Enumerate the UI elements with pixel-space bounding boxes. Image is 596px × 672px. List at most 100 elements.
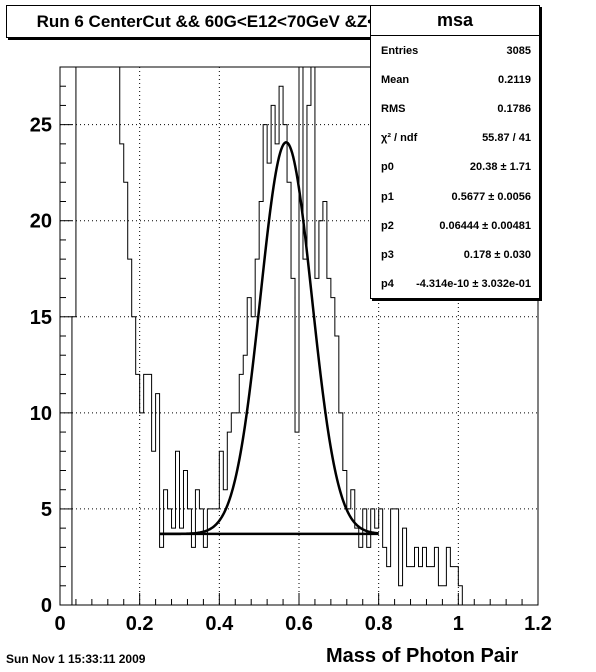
histogram-bars <box>71 66 463 606</box>
y-tick-label: 15 <box>30 307 52 329</box>
stats-row: RMS 0.1786 <box>371 94 539 123</box>
x-tick-label: 0.8 <box>365 613 393 635</box>
stats-row: p3 0.178 ± 0.030 <box>371 240 539 269</box>
histogram-bin <box>438 586 442 605</box>
histogram-bin <box>72 317 76 605</box>
histogram-bin <box>399 586 403 605</box>
stats-label: Entries <box>381 44 419 57</box>
stats-rows: Entries 3085 Mean 0.2119 RMS 0.1786 χ² / ndf 55… <box>371 36 539 299</box>
histogram-bin <box>299 67 303 605</box>
x-tick-label: 1 <box>453 613 464 635</box>
histogram-bin <box>100 67 104 605</box>
histogram-bin <box>359 547 363 605</box>
histogram-bin <box>430 567 434 605</box>
histogram-bin <box>279 86 283 605</box>
stats-box: msa Entries 3085 Mean 0.2119 RMS 0.1786 χ² / n… <box>370 5 540 299</box>
histogram-bin <box>307 105 311 605</box>
histogram-bin <box>160 547 164 605</box>
stats-value: 0.2119 <box>497 73 531 86</box>
y-tick-label: 0 <box>41 595 52 617</box>
histogram-bin <box>446 547 450 605</box>
histogram-bin <box>112 67 116 605</box>
histogram-bin <box>295 432 299 605</box>
histogram-bin <box>355 528 359 605</box>
histogram-bin <box>239 374 243 605</box>
histogram-bin <box>319 221 323 605</box>
stats-label: χ² / ndf <box>381 132 418 145</box>
histogram-bin <box>379 509 383 605</box>
stats-row: χ² / ndf 55.87 / 41 <box>371 124 539 153</box>
histogram-bin <box>76 67 80 605</box>
stats-value: 3085 <box>506 44 531 57</box>
histogram-bin <box>339 413 343 605</box>
x-tick-label: 0.2 <box>126 613 154 635</box>
histogram-bin <box>287 182 291 605</box>
histogram-bin <box>183 471 187 606</box>
histogram-outline <box>71 66 463 605</box>
histogram-bin <box>80 67 84 605</box>
histogram-bin <box>247 298 251 605</box>
stats-label: p0 <box>381 161 394 174</box>
histogram-bin <box>426 567 430 605</box>
stats-value: 0.5677 ± 0.0056 <box>451 190 531 203</box>
histogram-bin <box>211 509 215 605</box>
histogram-bin <box>419 567 423 605</box>
stats-value: 0.06444 ± 0.00481 <box>439 219 531 232</box>
histogram-bin <box>164 490 168 605</box>
histogram-bin <box>422 547 426 605</box>
histogram-bin <box>180 528 184 605</box>
stats-value: 0.178 ± 0.030 <box>463 248 531 261</box>
histogram-bin <box>140 413 144 605</box>
y-tick-label: 25 <box>30 115 52 137</box>
stats-value: 20.38 ± 1.71 <box>469 161 531 174</box>
x-tick-label: 1.2 <box>524 613 552 635</box>
histogram-bin <box>187 509 191 605</box>
fit-curve <box>159 141 379 536</box>
histogram-bin <box>172 528 176 605</box>
histogram-bin <box>454 567 458 605</box>
histogram-bin <box>343 471 347 606</box>
y-axis-ticks: 0 5 10 15 20 25 <box>30 66 72 617</box>
x-axis-ticks: 0 0.2 0.4 0.6 0.8 1 1.2 <box>54 593 552 635</box>
y-tick-label: 10 <box>30 403 52 425</box>
x-tick-label: 0.4 <box>205 613 234 635</box>
stats-label: Mean <box>381 73 410 86</box>
histogram-bin <box>395 509 399 605</box>
histogram-bin <box>104 67 108 605</box>
stats-row: Mean 0.2119 <box>371 65 539 94</box>
stats-row: p2 0.06444 ± 0.00481 <box>371 211 539 240</box>
histogram-bin <box>176 451 180 605</box>
histogram-bin <box>227 432 231 605</box>
histogram-bin <box>219 451 223 605</box>
stats-label: RMS <box>381 102 406 115</box>
histogram-bin <box>411 567 415 605</box>
x-tick-label: 0 <box>54 613 65 635</box>
histogram-bin <box>231 413 235 605</box>
stats-row: p1 0.5677 ± 0.0056 <box>371 182 539 211</box>
histogram-bin <box>203 547 207 605</box>
stats-label: p2 <box>381 219 394 232</box>
histogram-bin <box>96 67 100 605</box>
histogram-bin <box>391 509 395 605</box>
histogram-bin <box>403 528 407 605</box>
histogram-bin <box>92 67 96 605</box>
histogram-bin <box>275 144 279 605</box>
histogram-bin <box>195 490 199 605</box>
x-axis-title: Mass of Photon Pair <box>326 645 519 667</box>
histogram-bin <box>311 67 315 605</box>
histogram-bin <box>442 586 446 605</box>
histogram-bin <box>120 144 124 605</box>
histogram-bin <box>458 586 462 605</box>
stats-label: p4 <box>381 278 394 291</box>
stats-row: p4 -4.314e-10 ± 3.032e-01 <box>371 270 539 299</box>
timestamp: Sun Nov 1 15:33:11 2009 <box>6 652 146 666</box>
histogram-bin <box>387 567 391 605</box>
histogram-bin <box>168 509 172 605</box>
stats-label: p1 <box>381 190 394 203</box>
histogram-bin <box>148 374 152 605</box>
histogram-bin <box>235 413 239 605</box>
histogram-bin <box>303 259 307 605</box>
histogram-bin <box>128 259 132 605</box>
stats-value: -4.314e-10 ± 3.032e-01 <box>416 278 531 291</box>
histogram-bin <box>291 278 295 605</box>
